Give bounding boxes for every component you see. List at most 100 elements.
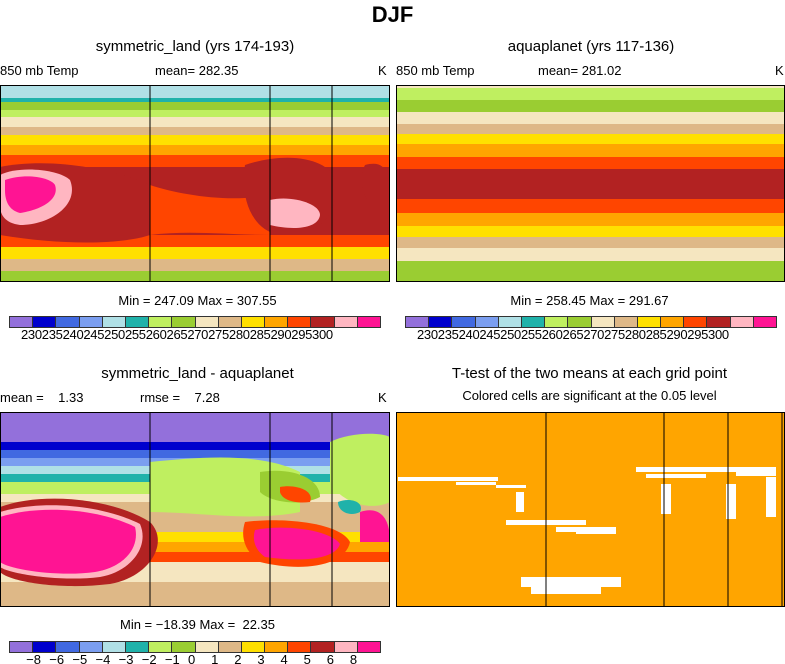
nonsignificant-cells <box>556 527 616 532</box>
panel1-variable: 850 mb Temp <box>0 63 79 78</box>
plot-frame <box>0 85 390 282</box>
colorbar-swatch <box>241 642 266 652</box>
significant-cells <box>396 412 785 607</box>
panel4-map <box>396 412 785 607</box>
nonsignificant-cells <box>456 482 496 485</box>
colorbar-swatch <box>684 317 708 327</box>
contour-band <box>396 248 785 261</box>
contour-region <box>280 486 311 503</box>
colorbar-swatch <box>521 317 546 327</box>
panel2-map <box>396 85 785 282</box>
colorbar-swatch <box>753 317 776 327</box>
colorbar-tick-label: −4 <box>95 652 111 664</box>
contour-band <box>0 450 390 458</box>
colorbar-swatch <box>265 642 289 652</box>
contour-region <box>270 198 320 228</box>
nonsignificant-cells <box>496 485 526 488</box>
contour-band <box>0 582 390 607</box>
colorbar-swatch <box>102 317 126 327</box>
colorbar-tick-label: 6 <box>326 652 334 664</box>
colorbar-swatch <box>288 642 312 652</box>
colorbar-tick-label: 5 <box>303 652 311 664</box>
colorbar-swatch <box>545 317 569 327</box>
colorbar-tick-label: −3 <box>118 652 134 664</box>
contour-band <box>0 145 390 155</box>
colorbar-swatch <box>661 317 685 327</box>
colorbar-swatch <box>125 317 150 327</box>
contour-band <box>396 237 785 248</box>
colorbar-swatch <box>56 317 80 327</box>
colorbar-swatch <box>707 317 731 327</box>
nonsignificant-cells <box>576 530 616 534</box>
colorbar-swatch <box>637 317 662 327</box>
colorbar-tick-label: 8 <box>349 652 358 664</box>
colorbar-swatch <box>568 317 592 327</box>
contour-band <box>0 542 390 552</box>
contour-band <box>0 271 390 282</box>
nonsignificant-cells <box>636 467 726 472</box>
colorbar-swatch <box>218 642 242 652</box>
nonsignificant-cells <box>726 484 736 519</box>
contour-region <box>0 509 136 574</box>
colorbar-swatch <box>56 642 80 652</box>
panel1-units: K <box>378 63 387 78</box>
colorbar-tick-label: −8 <box>26 652 41 664</box>
colorbar-swatch <box>195 317 219 327</box>
nonsignificant-cells <box>516 492 524 512</box>
colorbar-swatch <box>218 317 242 327</box>
colorbar-tick-label: 3 <box>257 652 265 664</box>
panel2-variable: 850 mb Temp <box>396 63 475 78</box>
colorbar-tick-label: −6 <box>49 652 65 664</box>
contour-band <box>0 102 390 110</box>
colorbar-tick-label: −5 <box>72 652 88 664</box>
colorbar-swatch <box>79 317 103 327</box>
contour-region <box>330 433 390 506</box>
panel2-colorbar-labels: 2302352402452502552602652702752802852902… <box>417 327 729 342</box>
colorbar-swatch <box>311 317 335 327</box>
contour-region <box>5 176 56 213</box>
contour-band <box>396 261 785 282</box>
panel1-map <box>0 85 390 282</box>
colorbar-swatch <box>498 317 522 327</box>
plot-frame <box>0 412 390 607</box>
panel3-map <box>0 412 390 607</box>
colorbar-swatch <box>614 317 638 327</box>
colorbar-swatch <box>10 642 34 652</box>
colorbar-swatch <box>195 642 219 652</box>
contour-band <box>0 135 390 145</box>
colorbar-swatch <box>591 317 615 327</box>
colorbar-swatch <box>241 317 266 327</box>
colorbar-swatch <box>357 317 380 327</box>
contour-band <box>0 127 390 135</box>
colorbar-tick-label: −2 <box>141 652 157 664</box>
contour-band <box>396 134 785 144</box>
contour-region <box>150 185 270 235</box>
contour-band <box>396 112 785 124</box>
nonsignificant-cells <box>716 467 776 472</box>
colorbar-swatch <box>475 317 499 327</box>
contour-region <box>360 510 390 542</box>
contour-region <box>338 500 361 514</box>
colorbar-tick-label: 1 <box>211 652 219 664</box>
colorbar-swatch <box>125 642 150 652</box>
contour-band <box>396 124 785 134</box>
colorbar-swatch <box>311 642 335 652</box>
contour-band <box>396 199 785 213</box>
contour-band <box>0 98 390 102</box>
panel2-units: K <box>775 63 784 78</box>
colorbar-swatch <box>33 642 57 652</box>
colorbar-swatch <box>357 642 380 652</box>
panel2-mean: mean= 281.02 <box>538 63 622 78</box>
colorbar-swatch <box>102 642 126 652</box>
colorbar-swatch <box>452 317 476 327</box>
colorbar-swatch <box>149 642 173 652</box>
contour-band <box>396 169 785 199</box>
contour-band <box>396 157 785 169</box>
colorbar-swatch <box>149 317 173 327</box>
contour-band <box>396 88 785 100</box>
panel1-colorbar-labels: 2302352402452502552602652702752802852902… <box>21 327 333 342</box>
panel3-mean: mean = 1.33 <box>0 390 84 405</box>
colorbar-tick-label: −1 <box>164 652 180 664</box>
contour-band <box>0 442 390 450</box>
colorbar-swatch <box>33 317 57 327</box>
